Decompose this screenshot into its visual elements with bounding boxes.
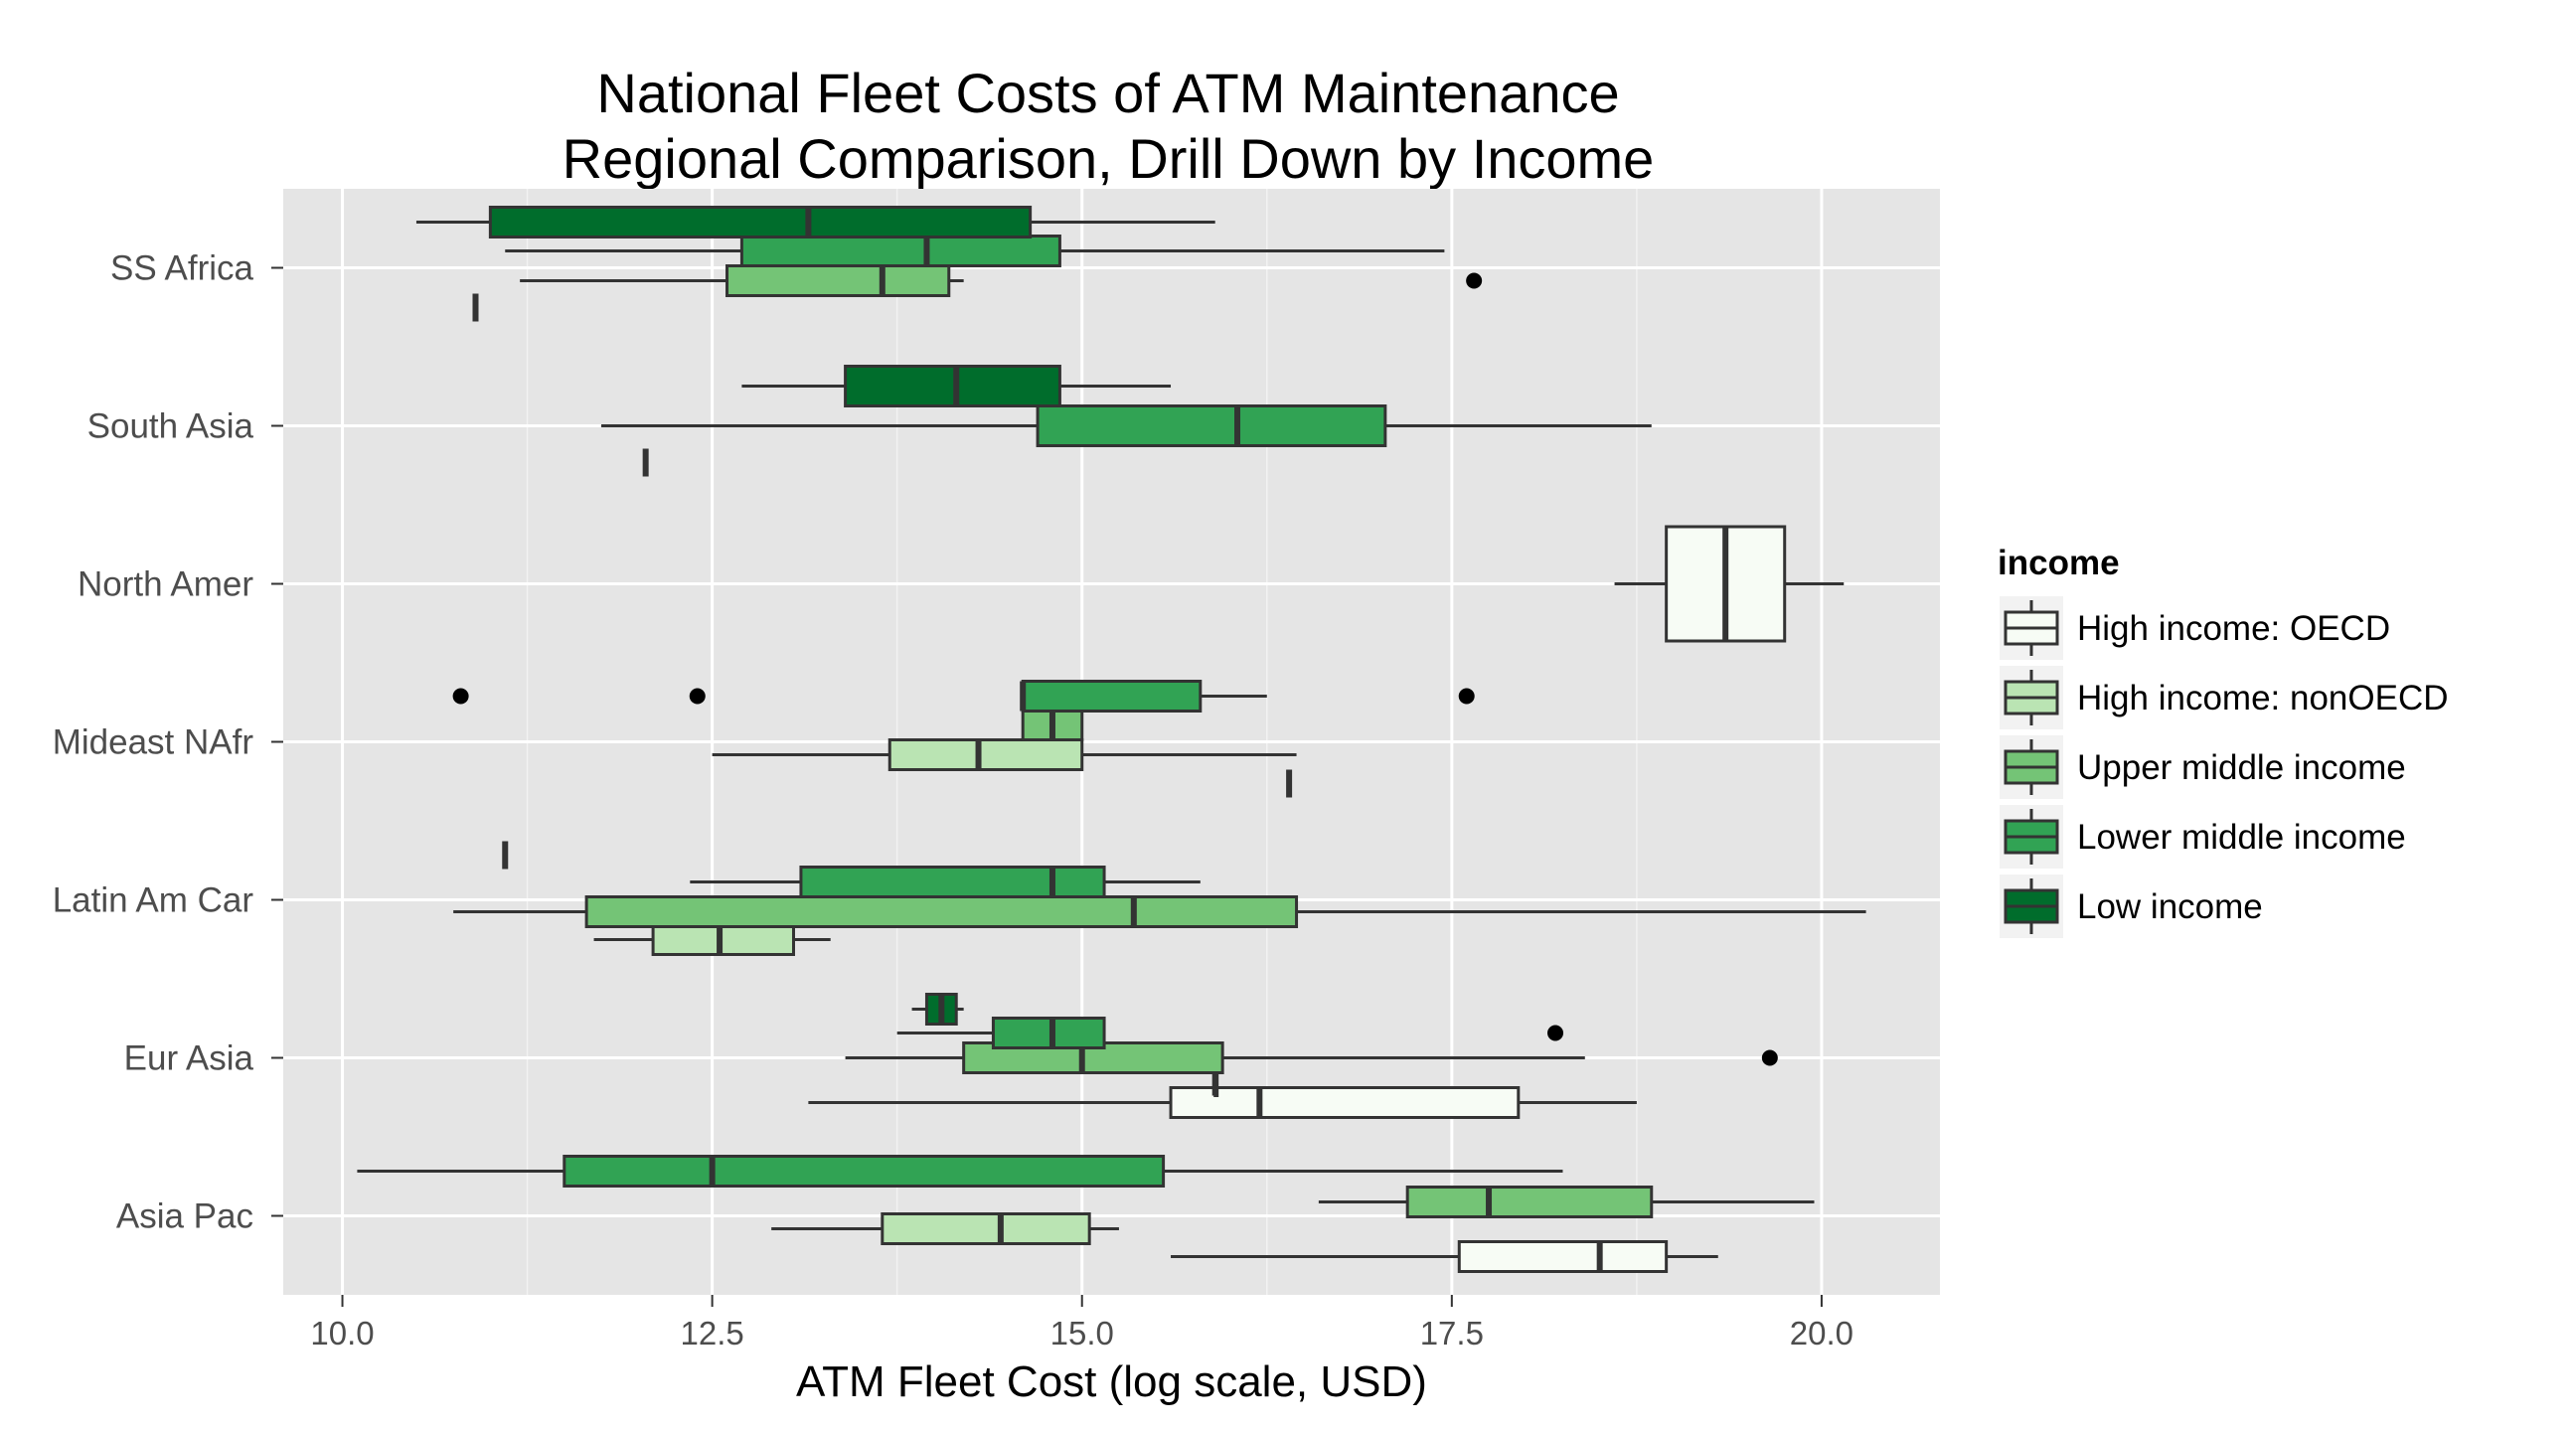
box-body xyxy=(488,206,1033,238)
box-upper xyxy=(1318,1186,1815,1218)
outlier-point xyxy=(689,688,706,705)
y-tick-label: Latin Am Car xyxy=(53,881,254,920)
y-tick-label: South Asia xyxy=(87,407,254,446)
box-body xyxy=(799,866,1106,898)
box-lower xyxy=(357,1155,1563,1188)
y-tick-label: Mideast NAfr xyxy=(53,723,254,762)
x-tick-label: 15.0 xyxy=(1050,1315,1114,1352)
box-body xyxy=(991,1017,1106,1049)
legend-item: Lower middle income xyxy=(2000,805,2406,869)
legend: income High income: OECD High income: nonO… xyxy=(1998,544,2449,938)
legend-label: Lower middle income xyxy=(2077,818,2406,857)
box-upper xyxy=(520,264,1483,297)
legend-label: High income: nonOECD xyxy=(2077,679,2449,717)
box-body xyxy=(651,923,795,956)
box-upper xyxy=(453,895,1866,928)
box-upper xyxy=(1021,709,1084,741)
box-high_oecd xyxy=(808,1086,1637,1119)
y-tick-label: Asia Pac xyxy=(116,1197,253,1236)
legend-label: Upper middle income xyxy=(2077,748,2406,787)
box-low xyxy=(741,365,1172,407)
legend-item: High income: OECD xyxy=(2000,596,2390,660)
box-high_oecd xyxy=(1171,1240,1718,1273)
box-body xyxy=(1021,680,1203,713)
box-low xyxy=(911,993,964,1026)
box-lower xyxy=(505,235,1445,267)
box-body xyxy=(887,738,1084,771)
outlier-point xyxy=(1466,272,1483,289)
box-body xyxy=(844,365,1061,407)
box-high_non xyxy=(593,923,831,956)
outlier-point xyxy=(1761,1049,1778,1066)
outlier-point xyxy=(1547,1025,1564,1041)
y-axis-labels: SS Africa South Asia North Amer Mideast NAf… xyxy=(53,249,283,1236)
box-body xyxy=(563,1155,1166,1188)
box-lower xyxy=(452,680,1475,713)
chart-title: National Fleet Costs of ATM MaintenanceR… xyxy=(563,62,1655,190)
box-lower xyxy=(690,866,1201,898)
box-high_oecd xyxy=(1614,525,1845,643)
legend-item: Low income xyxy=(2000,874,2263,938)
x-axis-title: ATM Fleet Cost (log scale, USD) xyxy=(796,1357,1427,1406)
box-body xyxy=(1457,1240,1669,1273)
y-tick-label: North Amer xyxy=(78,565,253,604)
box-layer xyxy=(357,206,1866,1273)
x-tick-label: 10.0 xyxy=(310,1315,374,1352)
chart-title-line: National Fleet Costs of ATM Maintenance xyxy=(596,62,1619,124)
box-body xyxy=(584,895,1299,928)
x-tick-label: 17.5 xyxy=(1420,1315,1484,1352)
legend-item: High income: nonOECD xyxy=(2000,666,2449,729)
box-high_non xyxy=(771,1212,1119,1245)
box-lower xyxy=(601,404,1652,447)
outlier-point xyxy=(452,688,469,705)
box-high_non xyxy=(712,738,1297,771)
y-tick-label: SS Africa xyxy=(110,249,253,288)
legend-item: Upper middle income xyxy=(2000,735,2406,799)
x-tick-label: 12.5 xyxy=(681,1315,744,1352)
legend-title: income xyxy=(1998,544,2120,582)
box-body xyxy=(1405,1186,1654,1218)
chart-title-line: Regional Comparison, Drill Down by Incom… xyxy=(563,127,1655,190)
legend-label: High income: OECD xyxy=(2077,609,2390,648)
box-body xyxy=(725,264,951,297)
x-axis-labels: 10.0 12.5 15.0 17.5 20.0 xyxy=(310,1295,1853,1352)
box-lower xyxy=(896,1017,1564,1049)
legend-label: Low income xyxy=(2077,887,2263,926)
box-body xyxy=(739,235,1061,267)
box-body xyxy=(881,1212,1091,1245)
box-low xyxy=(415,206,1215,238)
box-body xyxy=(1169,1086,1521,1119)
outlier-point xyxy=(1458,688,1475,705)
box-body xyxy=(1036,404,1387,447)
x-tick-label: 20.0 xyxy=(1790,1315,1853,1352)
y-tick-label: Eur Asia xyxy=(124,1039,254,1078)
